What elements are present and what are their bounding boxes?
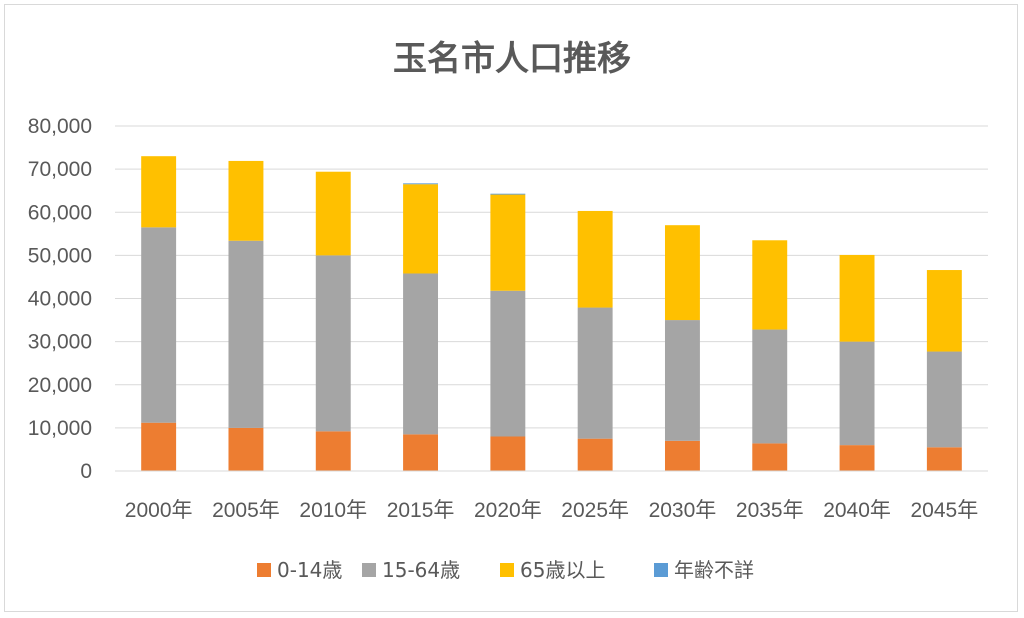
bar-segment — [752, 329, 788, 444]
legend-label: 15-64歳 — [382, 558, 460, 582]
bar-segment — [228, 240, 264, 428]
bar-segment — [490, 436, 526, 471]
bar-segment — [839, 341, 875, 446]
bar-segment — [839, 445, 875, 471]
bar-segment — [664, 225, 700, 321]
y-tick-label: 30,000 — [28, 331, 92, 354]
bar-segment — [752, 443, 788, 471]
bar-segment — [141, 422, 177, 471]
y-tick-label: 60,000 — [28, 201, 92, 224]
y-tick-label: 80,000 — [28, 115, 92, 138]
x-tick-label: 2005年 — [212, 499, 280, 522]
y-tick-label: 70,000 — [28, 158, 92, 181]
bar-segment — [926, 351, 962, 448]
bar-segment — [315, 255, 351, 432]
x-tick-label: 2020年 — [474, 499, 542, 522]
legend-swatch — [362, 563, 376, 577]
bar-segment — [926, 447, 962, 471]
x-tick-label: 2045年 — [910, 499, 978, 522]
x-tick-label: 2015年 — [387, 499, 455, 522]
y-tick-label: 50,000 — [28, 244, 92, 267]
bar-segment — [315, 171, 351, 256]
y-axis-ticks: 0 10,000 20,000 30,000 40,000 50,000 60,000 70,… — [28, 115, 92, 483]
bar-segment — [577, 307, 613, 439]
bar-segment — [839, 254, 875, 342]
x-tick-label: 2025年 — [561, 499, 629, 522]
bar-segment — [577, 438, 613, 471]
x-axis-ticks: 2000年 2005年 2010年 2015年 2020年 2025年 2030年 2035年… — [125, 499, 978, 522]
bar-segment — [403, 183, 439, 185]
bar-segment — [228, 427, 264, 471]
legend-label: 65歳以上 — [520, 558, 605, 582]
bar-segment — [403, 434, 439, 471]
y-tick-label: 40,000 — [28, 288, 92, 311]
y-tick-label: 20,000 — [28, 374, 92, 397]
bar-segment — [403, 184, 439, 274]
bar-segment — [752, 240, 788, 330]
y-tick-label: 0 — [80, 460, 92, 483]
legend-swatch — [500, 563, 514, 577]
bar-segment — [664, 320, 700, 441]
bar-segment — [926, 270, 962, 352]
x-tick-label: 2030年 — [649, 499, 717, 522]
bar-segment — [664, 440, 700, 471]
legend-swatch — [257, 563, 271, 577]
bars — [141, 156, 962, 471]
chart-title: 玉名市人口推移 — [393, 39, 631, 79]
bar-segment — [228, 160, 264, 241]
bar-segment — [490, 193, 526, 195]
legend: 0-14歳 15-64歳 65歳以上 年齢不詳 — [257, 558, 754, 582]
y-tick-label: 10,000 — [28, 417, 92, 440]
bar-segment — [577, 210, 613, 308]
x-tick-label: 2040年 — [823, 499, 891, 522]
bar-segment — [490, 194, 526, 291]
bar-segment — [315, 431, 351, 471]
bar-segment — [403, 273, 439, 435]
legend-label: 0-14歳 — [277, 558, 342, 582]
legend-swatch — [654, 563, 668, 577]
bar-segment — [141, 227, 177, 423]
x-tick-label: 2000年 — [125, 499, 193, 522]
bar-segment — [490, 290, 526, 437]
legend-label: 年齢不詳 — [674, 558, 754, 582]
x-tick-label: 2010年 — [299, 499, 367, 522]
x-tick-label: 2035年 — [736, 499, 804, 522]
bar-segment — [141, 156, 177, 228]
